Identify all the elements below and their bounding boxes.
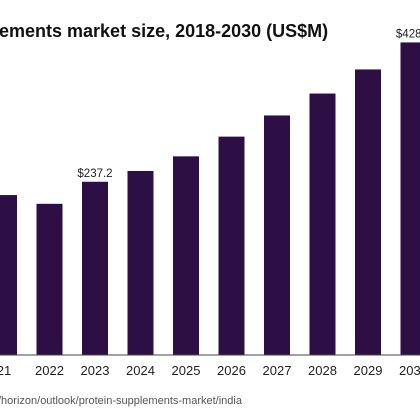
bar-21	[0, 195, 17, 355]
x-tick-labels-group: 21 2022 2023 2024 2025 2026 2027 2028 2029 2030	[0, 363, 420, 378]
x-tick-label-2024: 2024	[126, 363, 155, 378]
bar-2022	[36, 203, 63, 355]
bar-2025	[173, 156, 199, 355]
bar-2024	[127, 170, 154, 355]
x-tick-label-2030: 2030	[399, 363, 420, 378]
bar-2026	[218, 136, 245, 355]
bar-2023	[82, 181, 108, 355]
bars-group	[0, 42, 420, 356]
x-tick-label-2028: 2028	[308, 363, 337, 378]
x-tick-label-21: 21	[0, 363, 11, 378]
bar-2028	[309, 93, 336, 355]
x-tick-label-2025: 2025	[172, 363, 201, 378]
source-note: /horizon/outlook/protein-supplements-mar…	[0, 395, 243, 407]
value-labels-group: $237.2 $428.0	[77, 28, 420, 179]
x-tick-label-2029: 2029	[354, 363, 383, 378]
x-tick-label-2027: 2027	[263, 363, 292, 378]
data-label-2030: $428.0	[396, 28, 420, 40]
x-tick-label-2022: 2022	[35, 363, 64, 378]
x-tick-label-2026: 2026	[217, 363, 246, 378]
bar-2029	[355, 69, 381, 355]
bar-2030	[400, 42, 420, 356]
chart-title: lements market size, 2018-2030 (US$M)	[0, 21, 328, 41]
bar-2027	[264, 115, 290, 355]
x-tick-label-2023: 2023	[81, 363, 110, 378]
data-label-2023: $237.2	[77, 168, 112, 180]
